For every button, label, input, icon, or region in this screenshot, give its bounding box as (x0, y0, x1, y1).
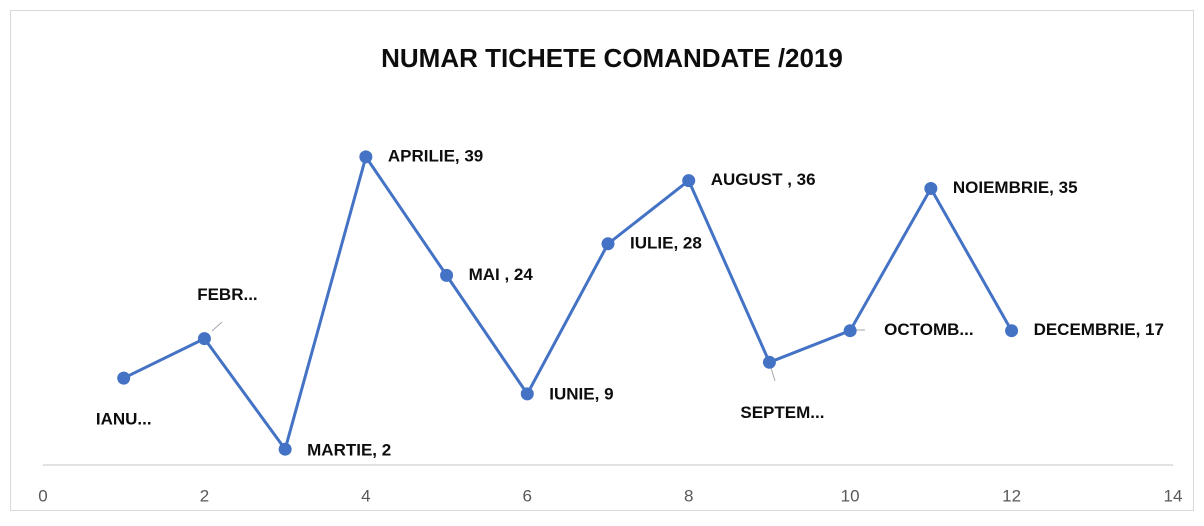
data-label: NOIEMBRIE, 35 (953, 178, 1078, 197)
data-label: AUGUST , 36 (711, 170, 816, 189)
chart-frame (10, 10, 1194, 511)
x-tick-label: 4 (361, 486, 370, 505)
data-point (924, 182, 938, 195)
data-point (1005, 324, 1019, 338)
data-label: FEBR... (197, 285, 257, 304)
data-point (197, 332, 211, 346)
x-tick-label: 12 (1002, 486, 1021, 505)
data-label: MARTIE, 2 (307, 441, 391, 460)
data-label: IULIE, 28 (630, 233, 702, 252)
data-point (440, 268, 454, 282)
x-tick-label: 0 (38, 486, 47, 505)
data-point (117, 371, 131, 385)
x-tick-label: 14 (1164, 486, 1183, 505)
leader-line (211, 321, 223, 332)
data-label: APRILIE, 39 (388, 146, 483, 165)
chart-title: NUMAR TICHETE COMANDATE /2019 (381, 43, 843, 73)
data-point (520, 387, 534, 401)
data-label: SEPTEM... (740, 403, 824, 422)
data-point (843, 324, 857, 338)
x-tick-label: 6 (523, 486, 532, 505)
data-label: IANU... (96, 410, 152, 429)
series-line (123, 153, 1013, 453)
x-tick-label: 2 (200, 486, 209, 505)
data-point (278, 442, 292, 456)
data-point (682, 174, 696, 188)
leader-line (770, 367, 776, 382)
data-label: MAI , 24 (469, 265, 534, 284)
data-point (359, 150, 373, 164)
data-label: DECEMBRIE, 17 (1034, 320, 1164, 339)
data-point (762, 355, 776, 369)
data-label: OCTOMB... (884, 320, 973, 339)
data-point (601, 237, 615, 251)
data-label: IUNIE, 9 (549, 384, 613, 403)
x-tick-label: 10 (841, 486, 860, 505)
x-tick-label: 8 (684, 486, 693, 505)
